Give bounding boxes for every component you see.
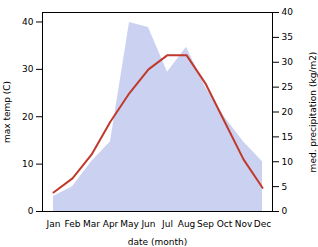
svg-text:max temp (C): max temp (C)	[2, 81, 12, 143]
svg-text:5: 5	[282, 182, 288, 192]
svg-text:Apr: Apr	[103, 219, 119, 229]
svg-text:Nov: Nov	[235, 219, 253, 229]
svg-text:Jun: Jun	[140, 219, 155, 229]
svg-text:Dec: Dec	[254, 219, 271, 229]
svg-text:Jul: Jul	[161, 219, 173, 229]
svg-text:Feb: Feb	[65, 219, 81, 229]
svg-text:med. precipitation (kg/m2): med. precipitation (kg/m2)	[308, 52, 318, 173]
svg-text:0: 0	[28, 206, 34, 216]
svg-text:25: 25	[282, 82, 293, 92]
svg-text:Aug: Aug	[178, 219, 196, 229]
svg-text:Oct: Oct	[217, 219, 233, 229]
svg-text:30: 30	[22, 64, 34, 74]
svg-text:15: 15	[282, 132, 293, 142]
svg-text:10: 10	[282, 157, 294, 167]
svg-text:Mar: Mar	[83, 219, 100, 229]
svg-text:10: 10	[22, 159, 34, 169]
svg-text:40: 40	[22, 17, 34, 27]
svg-text:0: 0	[282, 206, 288, 216]
svg-text:Jan: Jan	[46, 219, 61, 229]
svg-text:30: 30	[282, 57, 294, 67]
svg-text:20: 20	[22, 112, 34, 122]
svg-text:40: 40	[282, 7, 294, 17]
svg-text:20: 20	[282, 107, 294, 117]
svg-text:Sep: Sep	[197, 219, 214, 229]
svg-text:date (month): date (month)	[128, 237, 187, 247]
svg-text:35: 35	[282, 32, 293, 42]
svg-text:May: May	[120, 219, 139, 229]
